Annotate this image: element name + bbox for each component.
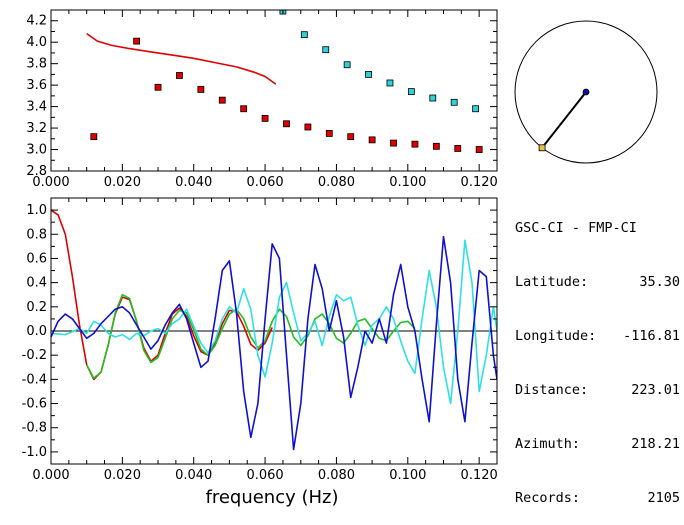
station-info-panel: GSC-CI - FMP-CI Latitude: 35.30 Longitud… [515,183,680,525]
y-tick-label: 2.8 [26,164,47,179]
y-tick-label: 3.2 [26,121,47,136]
x-tick-label: 0.040 [175,175,212,190]
y-tick-label: 0.8 [26,227,47,242]
series-line [51,235,497,451]
data-point [347,133,355,141]
data-point [283,120,290,128]
x-tick-label: 0.120 [461,468,498,483]
data-point [154,83,162,91]
data-point [300,31,308,39]
data-point [390,139,397,147]
longitude-row: Longitude: -116.81 [515,327,680,345]
source-dot [538,144,546,152]
series-group [86,10,483,153]
data-point [261,115,269,122]
records-label: Records: [515,490,581,506]
series-line [85,293,416,379]
x-tick-label: 0.040 [175,468,212,483]
data-point [368,136,376,144]
azimuth-line [541,91,587,149]
data-point [429,94,437,102]
data-point [432,142,440,150]
x-tick-label: 0.100 [389,468,426,483]
distance-label: Distance: [515,382,589,398]
data-point [176,72,183,79]
longitude-value: -116.81 [623,328,680,344]
correlation-plot: 0.000 0.020 0.040 0.060 0.080 0.100 0.120 -1.0 -… [22,197,498,483]
y-tick-label: -0.8 [22,421,47,436]
x-tick-label: 0.020 [104,175,141,190]
x-tick-label: 0.060 [246,468,283,483]
x-tick-label: 0.120 [461,175,498,190]
data-point [325,130,333,137]
y-tick-label: 4.0 [26,35,47,50]
y-tick-label: 1.0 [26,203,47,218]
latitude-label: Latitude: [515,274,589,290]
x-tick-label: 0.060 [246,175,283,190]
y-tick-label: 3.4 [26,100,47,115]
series-line [51,209,273,381]
data-point [411,140,419,148]
azimuth-label: Azimuth: [515,436,581,452]
azimuth-value: 218.21 [631,436,680,452]
data-point [322,46,330,54]
y-tick-label: 3.6 [26,78,47,93]
y-tick-label: 0.4 [26,276,47,291]
longitude-label: Longitude: [515,328,597,344]
y-tick-label: 0.2 [26,300,47,315]
y-tick-label: 0.6 [26,251,47,266]
y-tick-label: 4.2 [26,14,47,29]
y-tick-label: -0.4 [22,372,47,387]
data-point [90,133,98,141]
y-tick-label: -0.6 [22,397,47,412]
x-axis-label: frequency (Hz) [205,487,338,508]
data-point [472,105,479,113]
distance-row: Distance: 223.01 [515,381,680,399]
x-tick-label: 0.100 [389,175,426,190]
data-point [304,123,312,131]
data-point [365,71,372,78]
data-point [454,145,462,152]
azimuth-compass [514,20,658,164]
latitude-row: Latitude: 35.30 [515,273,680,291]
y-tick-label: 0.0 [26,324,47,339]
compass-circle [514,20,658,164]
station-pair: GSC-CI - FMP-CI [515,220,637,236]
series-group [51,209,497,451]
data-point [240,105,248,113]
x-tick-label: 0.000 [32,468,69,483]
latitude-value: 35.30 [639,274,680,290]
data-point [475,146,483,153]
distance-value: 223.01 [631,382,680,398]
azimuth-row: Azimuth: 218.21 [515,435,680,453]
y-tick-label: -0.2 [22,348,47,363]
data-point [407,88,415,95]
data-point [218,96,226,104]
data-point [450,98,458,106]
records-value: 2105 [647,490,680,506]
data-point [343,61,351,69]
records-row: Records: 2105 [515,489,680,507]
x-tick-label: 0.020 [104,468,141,483]
x-tick-label: 0.080 [318,468,355,483]
dispersion-plot: 0.000 0.020 0.040 0.060 0.080 0.100 0.120 2.8 3.… [26,9,498,190]
data-point [197,86,205,93]
station-dot [582,88,590,96]
y-tick-label: 3.0 [26,143,47,158]
plot-frame [50,9,498,172]
data-point [386,79,394,87]
x-tick-label: 0.080 [318,175,355,190]
series-line [86,32,277,85]
data-point [133,37,141,45]
y-tick-label: 3.8 [26,57,47,72]
series-line [51,239,497,405]
y-tick-label: -1.0 [22,445,47,460]
x-tick-label: 0.000 [32,175,69,190]
